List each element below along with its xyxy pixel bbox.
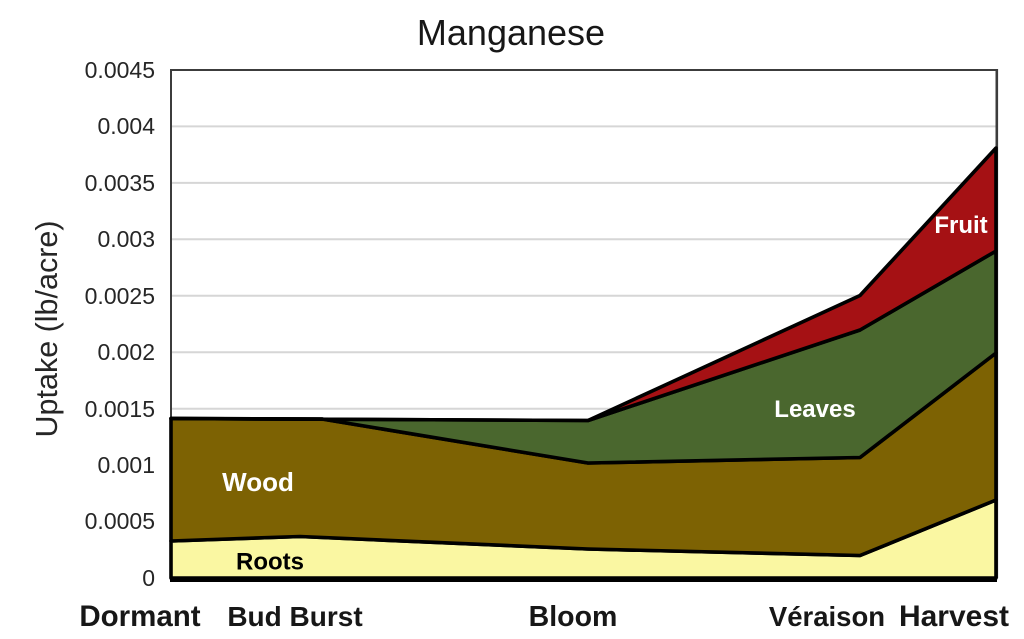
svg-text:0.0005: 0.0005 xyxy=(85,508,155,534)
svg-text:Roots: Roots xyxy=(236,549,304,576)
svg-text:0: 0 xyxy=(142,565,155,591)
svg-text:Leaves: Leaves xyxy=(774,396,855,423)
svg-text:0.001: 0.001 xyxy=(97,452,155,478)
svg-text:Uptake (lb/acre): Uptake (lb/acre) xyxy=(30,221,64,438)
svg-text:Fruit: Fruit xyxy=(934,212,987,239)
svg-text:0.0025: 0.0025 xyxy=(85,283,155,309)
svg-text:Wood: Wood xyxy=(222,467,294,497)
svg-text:Bloom: Bloom xyxy=(529,601,618,633)
svg-text:Manganese: Manganese xyxy=(417,12,605,53)
svg-text:0.0015: 0.0015 xyxy=(85,396,155,422)
svg-text:0.0045: 0.0045 xyxy=(85,57,155,83)
svg-text:Bud Burst: Bud Burst xyxy=(227,601,362,632)
svg-text:Véraison: Véraison xyxy=(769,601,885,632)
svg-text:0.0035: 0.0035 xyxy=(85,170,155,196)
svg-text:Dormant: Dormant xyxy=(79,600,200,633)
svg-text:0.004: 0.004 xyxy=(97,113,155,139)
svg-text:0.003: 0.003 xyxy=(97,226,155,252)
svg-text:Harvest: Harvest xyxy=(899,600,1009,633)
svg-text:0.002: 0.002 xyxy=(97,339,155,365)
